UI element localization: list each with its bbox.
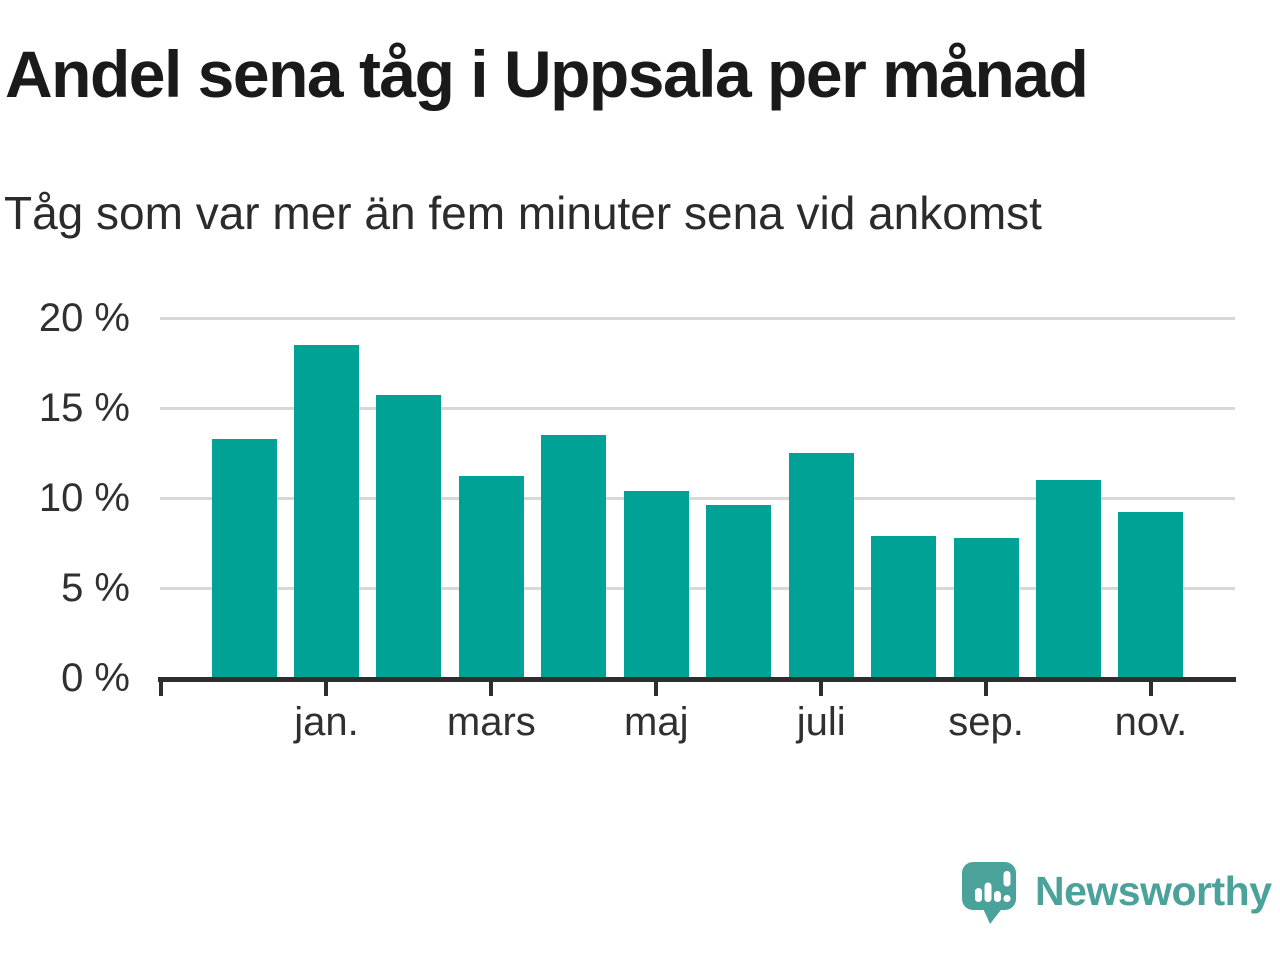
bar-feb. — [376, 395, 442, 678]
chart-subtitle: Tåg som var mer än fem minuter sena vid … — [4, 187, 1042, 239]
x-axis-tick — [1148, 682, 1153, 696]
page-title: Andel sena tåg i Uppsala per månad — [5, 37, 1089, 111]
y-axis-tick-label: 20 % — [38, 296, 130, 340]
newsworthy-logo-icon — [962, 862, 1016, 924]
gridline-20 — [160, 316, 1235, 320]
x-axis-tick — [324, 682, 329, 696]
bar-nov. — [1118, 512, 1184, 678]
x-axis-tick — [159, 682, 163, 696]
newsworthy-logo-text: Newsworthy — [1035, 868, 1272, 914]
x-axis-tick — [654, 682, 659, 696]
bar-april — [541, 435, 607, 678]
x-axis-line — [158, 677, 1236, 682]
y-axis-tick-label: 10 % — [38, 476, 130, 520]
bar-aug. — [871, 535, 937, 678]
gridline-15 — [160, 406, 1235, 410]
x-axis-tick — [489, 682, 494, 696]
bar-okt. — [1036, 480, 1101, 678]
x-axis-tick-label: juli — [796, 700, 846, 744]
bar-sep. — [953, 537, 1019, 678]
x-axis-tick-label: jan. — [294, 700, 359, 744]
x-axis-tick-label: maj — [624, 700, 689, 744]
bar-jan. — [293, 345, 359, 678]
x-axis-tick-label: mars — [446, 700, 536, 744]
y-axis-tick-label: 5 % — [61, 566, 130, 610]
x-axis-tick-label: sep. — [948, 700, 1024, 744]
gridline-5 — [160, 586, 1235, 590]
x-axis-tick — [984, 682, 989, 696]
x-axis-tick — [819, 682, 824, 696]
bar-maj — [623, 490, 689, 678]
gridline-10 — [160, 496, 1235, 500]
bar-mars — [458, 476, 524, 678]
newsworthy-logo: Newsworthy — [962, 862, 1272, 926]
x-axis-tick-label: nov. — [1114, 700, 1188, 744]
y-axis-tick-label: 15 % — [38, 386, 130, 430]
bar-dec. — [211, 438, 277, 678]
bar-juni — [706, 505, 772, 678]
y-axis-tick-label: 0 % — [61, 656, 130, 700]
bar-juli — [788, 453, 854, 678]
